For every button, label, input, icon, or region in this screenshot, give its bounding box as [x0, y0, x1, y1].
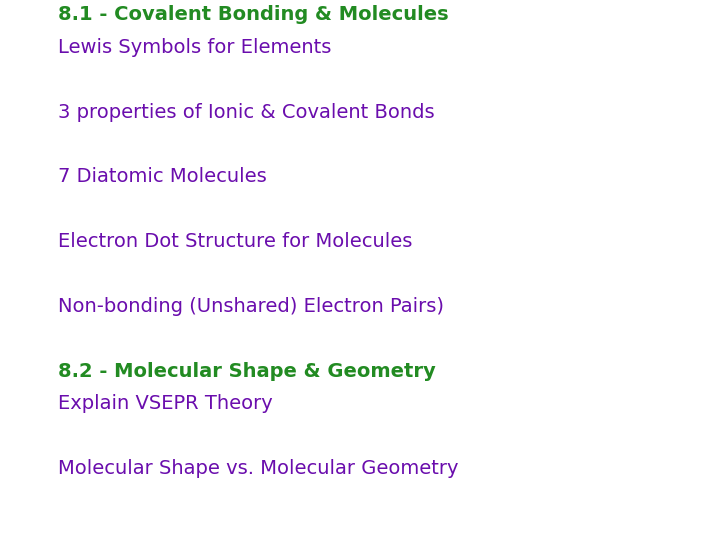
Text: Explain VSEPR Theory: Explain VSEPR Theory — [58, 394, 272, 413]
Text: 7 Diatomic Molecules: 7 Diatomic Molecules — [58, 167, 266, 186]
Text: 8.2 - Molecular Shape & Geometry: 8.2 - Molecular Shape & Geometry — [58, 362, 436, 381]
Text: Lewis Symbols for Elements: Lewis Symbols for Elements — [58, 38, 331, 57]
Text: Molecular Shape vs. Molecular Geometry: Molecular Shape vs. Molecular Geometry — [58, 459, 458, 478]
Text: Electron Dot Structure for Molecules: Electron Dot Structure for Molecules — [58, 232, 412, 251]
Text: Non-bonding (Unshared) Electron Pairs): Non-bonding (Unshared) Electron Pairs) — [58, 297, 444, 316]
Text: 8.1 - Covalent Bonding & Molecules: 8.1 - Covalent Bonding & Molecules — [58, 5, 449, 24]
Text: 3 properties of Ionic & Covalent Bonds: 3 properties of Ionic & Covalent Bonds — [58, 103, 434, 122]
